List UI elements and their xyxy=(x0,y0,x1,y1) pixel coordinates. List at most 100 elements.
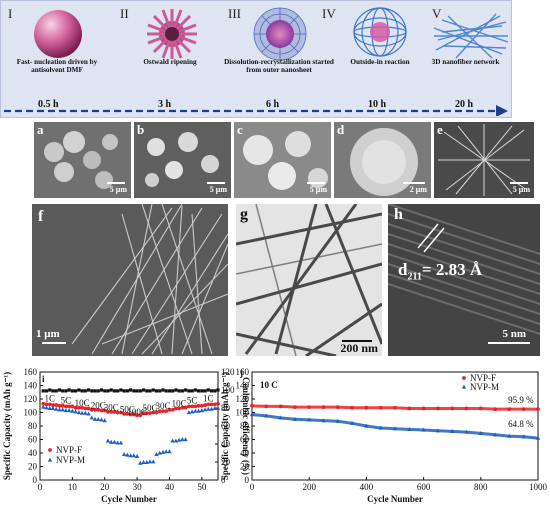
data-point xyxy=(106,409,110,414)
y-axis-title: Specific Capacity (mAh g⁻¹) xyxy=(220,372,230,480)
x-tick-label: 0 xyxy=(250,482,255,492)
data-point xyxy=(292,416,298,421)
growth-mechanism-schematic: I II III IV V xyxy=(0,0,512,118)
scale-bar xyxy=(42,342,66,344)
data-point xyxy=(151,388,155,392)
data-point xyxy=(180,437,185,442)
data-point xyxy=(83,406,88,411)
data-point xyxy=(164,409,169,414)
panel-label: d xyxy=(337,122,345,137)
data-point xyxy=(196,408,201,413)
data-point xyxy=(176,437,182,442)
stage-caption: Fast- nucleation driven by antisolvent D… xyxy=(16,58,98,75)
data-point xyxy=(128,453,133,458)
data-point xyxy=(293,405,297,409)
data-point xyxy=(121,451,127,456)
data-point xyxy=(378,425,383,430)
data-point xyxy=(206,388,210,392)
data-point xyxy=(99,417,104,422)
y2-axis-title: Coulombic efficiency (%) xyxy=(241,377,250,475)
data-point xyxy=(47,402,52,407)
data-point xyxy=(307,417,312,422)
sem-tile-a: a 5 μm xyxy=(34,122,131,198)
data-point xyxy=(464,429,469,434)
data-point xyxy=(99,408,104,413)
data-point xyxy=(171,389,175,393)
data-point xyxy=(148,411,152,416)
data-point xyxy=(196,389,201,393)
data-point xyxy=(112,439,117,444)
data-point xyxy=(86,411,91,416)
data-point xyxy=(109,409,114,414)
x-tick-label: 600 xyxy=(417,482,431,492)
data-point xyxy=(167,407,172,412)
scale-text: 5 μm xyxy=(512,185,530,194)
stage-caption: Dissolution-recrystallization started fr… xyxy=(224,58,334,75)
data-point xyxy=(44,389,49,393)
stage-time: 20 h xyxy=(455,99,474,110)
data-point xyxy=(436,406,440,411)
y-tick-label: 120 xyxy=(24,394,38,404)
data-point xyxy=(66,408,72,413)
data-point xyxy=(112,389,117,393)
data-point xyxy=(67,404,72,409)
data-point xyxy=(507,433,512,438)
data-point xyxy=(392,426,398,431)
data-point xyxy=(350,405,354,410)
data-point xyxy=(186,404,191,409)
data-point xyxy=(41,404,46,409)
data-point xyxy=(50,406,56,411)
legend-marker xyxy=(462,376,466,380)
data-point xyxy=(134,453,140,458)
scale-text: 1 μm xyxy=(36,328,60,340)
data-point xyxy=(364,423,369,428)
data-point xyxy=(184,388,188,392)
y-tick-label: 120 xyxy=(236,394,250,404)
data-point xyxy=(186,410,192,415)
data-point xyxy=(109,439,114,444)
data-point xyxy=(44,405,49,410)
data-point xyxy=(144,460,149,465)
data-point xyxy=(73,409,78,414)
data-point xyxy=(51,403,55,407)
stage-numeral: III xyxy=(228,6,241,21)
y-tick-label: 60 xyxy=(240,435,250,445)
data-point xyxy=(536,407,540,412)
data-point xyxy=(421,427,426,432)
scale-text: 5 μm xyxy=(209,185,227,194)
data-point xyxy=(125,411,130,416)
scale-bar xyxy=(403,182,425,184)
data-point xyxy=(157,409,162,414)
data-point xyxy=(378,405,383,410)
data-point xyxy=(79,410,85,415)
y2-tick-label: 40 xyxy=(221,439,231,449)
data-point xyxy=(154,451,159,456)
panel-label: g xyxy=(240,206,248,223)
data-point xyxy=(122,389,126,393)
data-point xyxy=(144,411,149,416)
data-point xyxy=(393,405,397,410)
data-point xyxy=(112,409,117,414)
y-tick-label: 40 xyxy=(28,448,38,458)
data-point xyxy=(44,402,49,407)
data-point xyxy=(138,413,143,418)
x-tick-label: 200 xyxy=(302,482,316,492)
y2-tick-label: 60 xyxy=(221,421,231,431)
data-point xyxy=(209,389,214,393)
data-point xyxy=(206,406,211,411)
data-point xyxy=(164,449,169,454)
data-point xyxy=(63,404,68,409)
data-point xyxy=(115,440,120,445)
data-point xyxy=(180,389,184,393)
data-point xyxy=(54,389,58,393)
stage-numeral: V xyxy=(432,6,442,21)
sem-tile-d: d 2 μm xyxy=(334,122,431,198)
data-point xyxy=(99,388,104,392)
data-point xyxy=(83,410,88,415)
data-point xyxy=(96,389,100,393)
data-point xyxy=(103,389,107,393)
data-point xyxy=(190,404,195,409)
data-point xyxy=(41,401,46,406)
retention-annotation: 64.8 % xyxy=(508,419,534,429)
data-point xyxy=(96,416,101,421)
